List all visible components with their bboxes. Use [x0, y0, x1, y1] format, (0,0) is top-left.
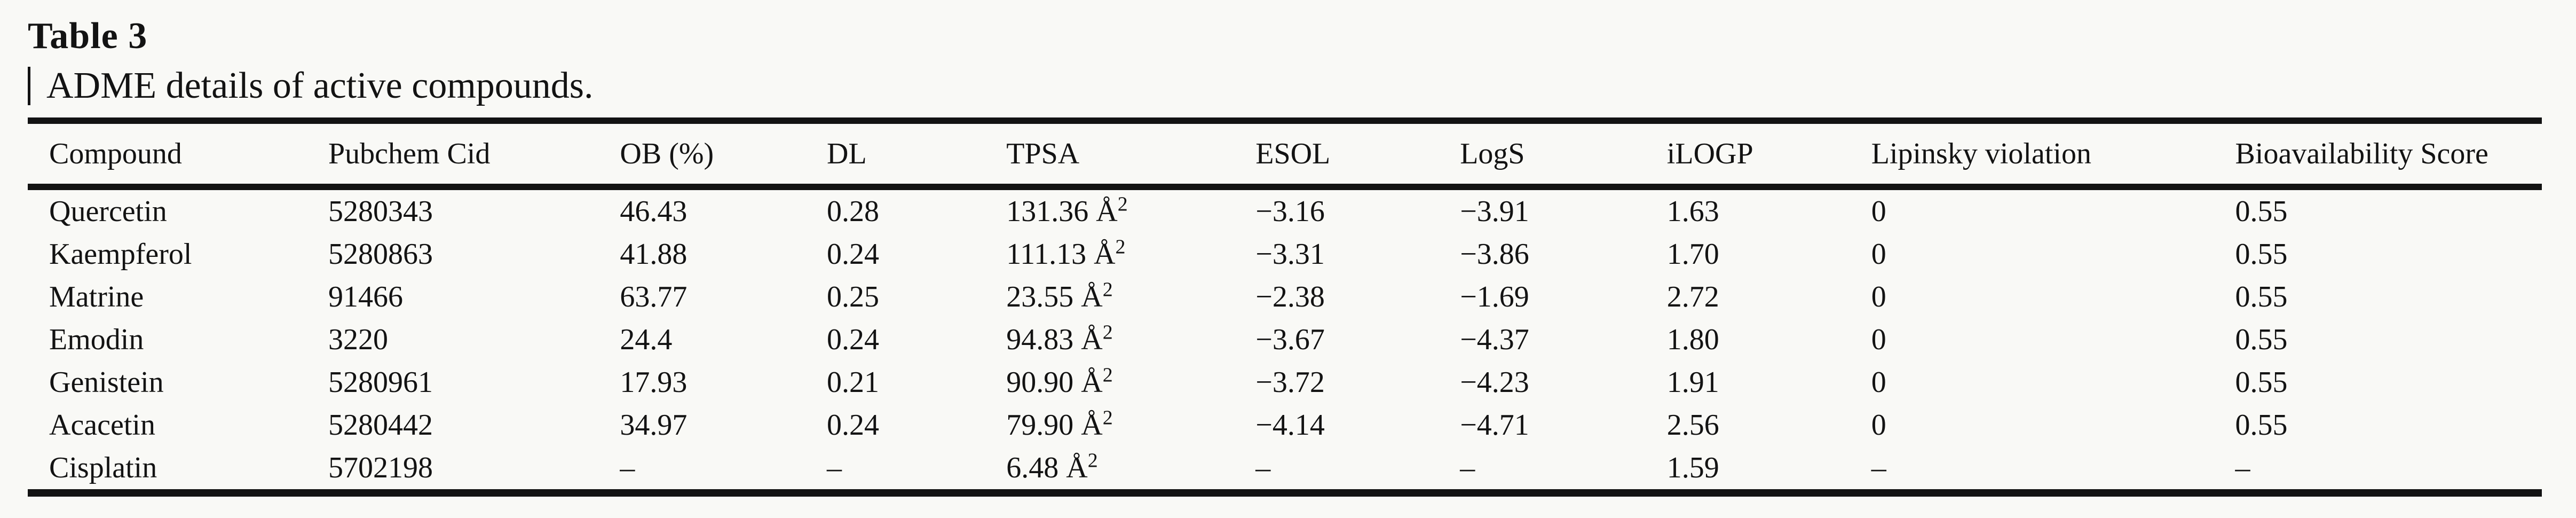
table-cell: 1.63 — [1666, 195, 1719, 228]
table-cell: Kaempferol — [49, 238, 192, 271]
table-cell: 23.55 Å2 — [1006, 278, 1113, 313]
table-cell: −3.31 — [1255, 238, 1325, 271]
table-cell: 79.90 Å2 — [1006, 406, 1113, 442]
table-cell: 5280343 — [328, 195, 433, 228]
table-cell: – — [2235, 451, 2250, 484]
table-cell: −3.16 — [1255, 195, 1325, 228]
table-cell: −1.69 — [1460, 280, 1529, 313]
table-cell: Acacetin — [49, 409, 155, 442]
table-cell: 0.55 — [2235, 323, 2288, 356]
table-cell: −3.67 — [1255, 323, 1325, 356]
table-cell: 1.59 — [1666, 451, 1719, 484]
table-row: Acacetin 5280442 34.97 0.24 79.90 Å2 −4.14 −4.… — [28, 404, 2542, 446]
table-cell: −3.72 — [1255, 366, 1325, 399]
table-cell: – — [620, 451, 635, 484]
table-cell: 1.70 — [1666, 238, 1719, 271]
table-cell: – — [1460, 451, 1475, 484]
table-cell: −3.86 — [1460, 238, 1529, 271]
table-cell: 0.55 — [2235, 366, 2288, 399]
table-cell: −4.71 — [1460, 409, 1529, 442]
table-caption-number: Table 3 — [28, 15, 148, 57]
table-cell: – — [1255, 451, 1271, 484]
table-cell: 0.55 — [2235, 409, 2288, 442]
table-cell: 1.91 — [1666, 366, 1719, 399]
table-cell: 0 — [1871, 323, 1886, 356]
table-cell: 24.4 — [620, 323, 673, 356]
column-header-ilogp: iLOGP — [1666, 137, 1753, 170]
table-cell: 91466 — [328, 280, 404, 313]
table-caption-description: ADME details of active compounds. — [46, 65, 594, 106]
table-cell: 0.55 — [2235, 238, 2288, 271]
table-cell: 0.24 — [827, 409, 880, 442]
table-cell: 0 — [1871, 409, 1886, 442]
table-cell: 5280863 — [328, 238, 433, 271]
column-header-esol: ESOL — [1255, 137, 1331, 170]
table-cell: 0.55 — [2235, 195, 2288, 228]
table-caption-line: ADME details of active compounds. — [28, 63, 2542, 109]
table-cell: 5702198 — [328, 451, 433, 484]
table-row: Kaempferol 5280863 41.88 0.24 111.13 Å2 −3.31… — [28, 233, 2542, 276]
table-cell: Matrine — [49, 280, 144, 313]
table-cell: 111.13 Å2 — [1006, 236, 1126, 271]
table-cell: 17.93 — [620, 366, 688, 399]
table-cell: 1.80 — [1666, 323, 1719, 356]
header-divider-rule — [28, 184, 2542, 190]
column-header-bioavailability-score: Bioavailability Score — [2235, 137, 2488, 170]
table-row: Matrine 91466 63.77 0.25 23.55 Å2 −2.38 −1.69 2… — [28, 276, 2542, 318]
table-cell: Quercetin — [49, 195, 167, 228]
table-cell: −4.23 — [1460, 366, 1529, 399]
table-cell: 0 — [1871, 195, 1886, 228]
table-cell: 63.77 — [620, 280, 688, 313]
table-row: Quercetin 5280343 46.43 0.28 131.36 Å2 −3.16 −… — [28, 190, 2542, 233]
table-bottom-rule — [28, 489, 2542, 497]
table-cell: −3.91 — [1460, 195, 1529, 228]
table-cell: 0.55 — [2235, 280, 2288, 313]
table-cell: −4.37 — [1460, 323, 1529, 356]
table-cell: Emodin — [49, 323, 144, 356]
table-cell: 5280961 — [328, 366, 433, 399]
column-header-tpsa: TPSA — [1006, 137, 1080, 170]
column-header-pubchem-cid: Pubchem Cid — [328, 137, 491, 170]
table-row: Emodin 3220 24.4 0.24 94.83 Å2 −3.67 −4.37 1.80… — [28, 318, 2542, 361]
table-cell: Cisplatin — [49, 451, 157, 484]
table-cell: 2.56 — [1666, 409, 1719, 442]
table-cell: 0.21 — [827, 366, 880, 399]
table-cell: 2.72 — [1666, 280, 1719, 313]
table-cell: 0 — [1871, 238, 1886, 271]
table-cell: −2.38 — [1255, 280, 1325, 313]
table-cell: 41.88 — [620, 238, 688, 271]
caption-bar-icon — [28, 67, 30, 105]
column-header-logs: LogS — [1460, 137, 1525, 170]
table-header-row: Compound Pubchem Cid OB (%) DL TPSA ESOL… — [28, 124, 2542, 184]
column-header-lipinsky-violation: Lipinsky violation — [1871, 137, 2091, 170]
table-cell: 0.25 — [827, 280, 880, 313]
table-cell: 0.24 — [827, 238, 880, 271]
table-cell: – — [1871, 451, 1886, 484]
table-cell: 0 — [1871, 280, 1886, 313]
table-cell: 90.90 Å2 — [1006, 364, 1113, 399]
table-cell: 94.83 Å2 — [1006, 321, 1113, 356]
table-top-rule — [28, 117, 2542, 124]
table-cell: 131.36 Å2 — [1006, 193, 1128, 228]
table-cell: 46.43 — [620, 195, 688, 228]
column-header-dl: DL — [827, 137, 867, 170]
table-body: Quercetin 5280343 46.43 0.28 131.36 Å2 −3.16 −… — [28, 190, 2542, 489]
column-header-ob-percent: OB (%) — [620, 137, 714, 170]
table-row: Cisplatin 5702198 – – 6.48 Å2 – – 1.59 – – — [28, 446, 2542, 489]
table-cell: 0.24 — [827, 323, 880, 356]
table-cell: 3220 — [328, 323, 389, 356]
table-cell: 34.97 — [620, 409, 688, 442]
table-cell: 6.48 Å2 — [1006, 449, 1098, 484]
table-cell: 5280442 — [328, 409, 433, 442]
column-header-compound: Compound — [49, 137, 182, 170]
table-cell: −4.14 — [1255, 409, 1325, 442]
table-cell: Genistein — [49, 366, 164, 399]
table-cell: 0 — [1871, 366, 1886, 399]
table-cell: – — [827, 451, 842, 484]
table-cell: 0.28 — [827, 195, 880, 228]
table-row: Genistein 5280961 17.93 0.21 90.90 Å2 −3.72 −4… — [28, 361, 2542, 404]
